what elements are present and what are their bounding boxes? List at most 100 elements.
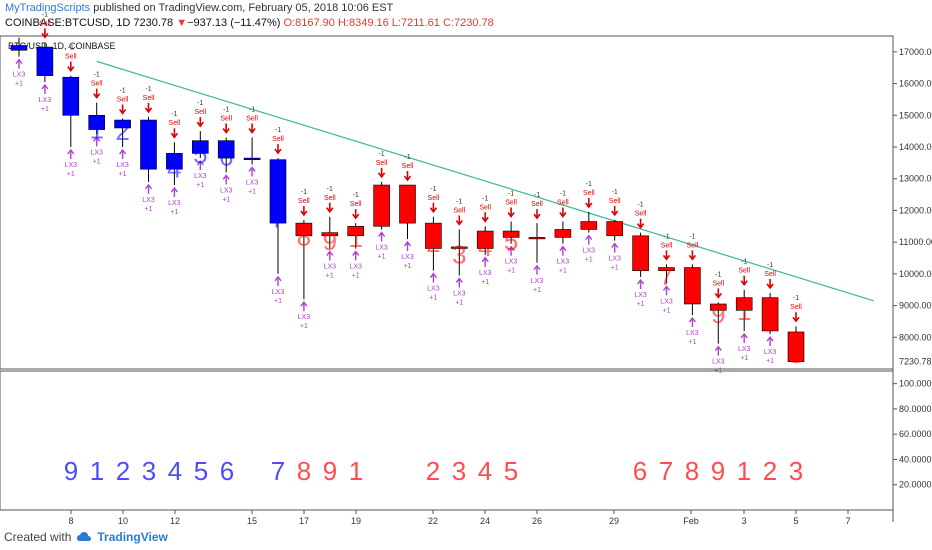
- sell-value: -1: [456, 198, 462, 205]
- sell-label: Sell: [583, 190, 595, 197]
- setup-count-label: 8: [297, 221, 311, 251]
- candle: -1 Sell LX3 +1 2: [425, 186, 442, 302]
- sell-value: -1: [145, 86, 151, 93]
- sell-value: -1: [715, 271, 721, 278]
- close-value: C:7230.78: [442, 17, 494, 29]
- candle-body: [502, 230, 520, 238]
- candle: -1 Sell LX3 +1: [373, 151, 390, 260]
- indicator-pane-frame: [0, 370, 894, 511]
- candle-body: [735, 297, 753, 311]
- lx3-label: LX3: [764, 349, 777, 356]
- sell-value: -1: [94, 72, 100, 79]
- y-tick-label: 40.0000: [899, 454, 932, 464]
- setup-count-label: 4: [478, 232, 492, 262]
- candle: -1 Sell LX3 +1: [243, 106, 261, 195]
- lx3-label: LX3: [298, 314, 311, 321]
- sell-arrow-icon: [403, 171, 412, 182]
- count-series-label: 4: [168, 456, 182, 486]
- setup-count-label: 1: [89, 114, 103, 144]
- price-pane-frame: [0, 35, 894, 370]
- lx3-value: +1: [352, 272, 360, 279]
- sell-label: Sell: [790, 304, 802, 311]
- lx3-value: +1: [429, 295, 437, 302]
- sell-arrow-icon: [377, 167, 386, 179]
- symbol: COINBASE:BTCUSD, 1D: [5, 17, 131, 29]
- setup-count-label: 9: [323, 226, 337, 256]
- candle-body: [36, 46, 54, 76]
- sell-value: -1: [560, 191, 566, 198]
- candle: -1 Sell LX3 +1 2: [114, 87, 131, 178]
- lx3-value: +1: [507, 268, 515, 275]
- count-series-label: 2: [763, 456, 777, 486]
- x-tick-label: 15: [247, 516, 257, 526]
- candle-body: [269, 159, 287, 224]
- candle-body: [321, 232, 339, 237]
- lx3-value: +1: [663, 307, 671, 314]
- lx3-value: +1: [378, 253, 386, 260]
- publisher-link[interactable]: MyTradingScripts: [5, 2, 91, 14]
- x-tick-label: 22: [428, 516, 438, 526]
- lx3-label: LX3: [427, 286, 440, 293]
- candle-body: [684, 267, 701, 305]
- lx3-label: LX3: [608, 256, 621, 263]
- y-tick-label: 15000.00: [899, 110, 932, 120]
- candle-body: [347, 225, 365, 237]
- setup-count-label: 5: [504, 226, 518, 256]
- candle-body: [450, 246, 468, 249]
- lx3-arrow-icon: [41, 83, 49, 94]
- candle: -1 Sell LX3 +1 8: [295, 189, 313, 330]
- lx3-value: +1: [481, 279, 489, 286]
- tradingview-logo-text[interactable]: TradingView: [97, 530, 168, 544]
- lx3-label: LX3: [65, 162, 78, 169]
- sell-value: -1: [767, 262, 773, 269]
- candle: -1 Sell LX3 +1 1: [735, 259, 753, 362]
- y-tick-label: 20.0000: [899, 480, 932, 490]
- lx3-value: +1: [688, 339, 696, 346]
- lx3-arrow-icon: [300, 301, 308, 312]
- sell-value: -1: [301, 189, 307, 196]
- sell-label: Sell: [117, 96, 129, 103]
- lx3-label: LX3: [142, 197, 155, 204]
- x-tick-label: 12: [170, 516, 180, 526]
- lx3-label: LX3: [479, 270, 492, 277]
- sell-value: -1: [327, 186, 333, 193]
- candle: -1 Sell 3: [787, 295, 805, 369]
- sell-arrow-icon: [118, 104, 127, 115]
- sell-label: Sell: [91, 81, 103, 88]
- lx3-label: LX3: [349, 263, 362, 270]
- candle-body: [580, 221, 598, 230]
- lx3-arrow-icon: [585, 234, 593, 245]
- lx3-value: +1: [119, 171, 127, 178]
- lx3-arrow-icon: [740, 332, 748, 343]
- lx3-arrow-icon: [222, 174, 230, 185]
- x-tick-label: 5: [793, 516, 798, 526]
- footer: Created with TradingView: [4, 530, 168, 544]
- sell-arrow-icon: [688, 250, 697, 261]
- lx3-value: +1: [637, 301, 645, 308]
- y-tick-label: 13000.00: [899, 174, 932, 184]
- lx3-value: +1: [145, 206, 153, 213]
- candle: -1 Sell LX3 +1 6: [217, 106, 235, 203]
- lx3-value: +1: [740, 355, 748, 362]
- lx3-arrow-icon: [714, 345, 722, 356]
- candle: -1 Sell LX3 +1 4: [476, 195, 494, 286]
- sell-value: -1: [508, 191, 514, 198]
- setup-count-label: 8: [685, 278, 699, 308]
- sell-label: Sell: [453, 207, 465, 214]
- x-tick-label: 26: [532, 516, 542, 526]
- sell-arrow-icon: [714, 288, 722, 299]
- sell-label: Sell: [39, 20, 51, 27]
- candle-body: [554, 229, 572, 238]
- x-tick-label: 29: [609, 516, 619, 526]
- sell-value: -1: [275, 127, 281, 134]
- lx3-value: +1: [559, 268, 567, 275]
- setup-count-label: 2: [426, 228, 440, 258]
- lx3-arrow-icon: [67, 148, 75, 159]
- candle-body: [787, 331, 805, 362]
- setup-count-label: 6: [219, 141, 233, 171]
- sell-label: Sell: [661, 242, 673, 249]
- candle: -1 Sell LX3 +1 1: [88, 72, 105, 165]
- candle-body: [192, 140, 209, 154]
- sell-arrow-icon: [740, 275, 748, 287]
